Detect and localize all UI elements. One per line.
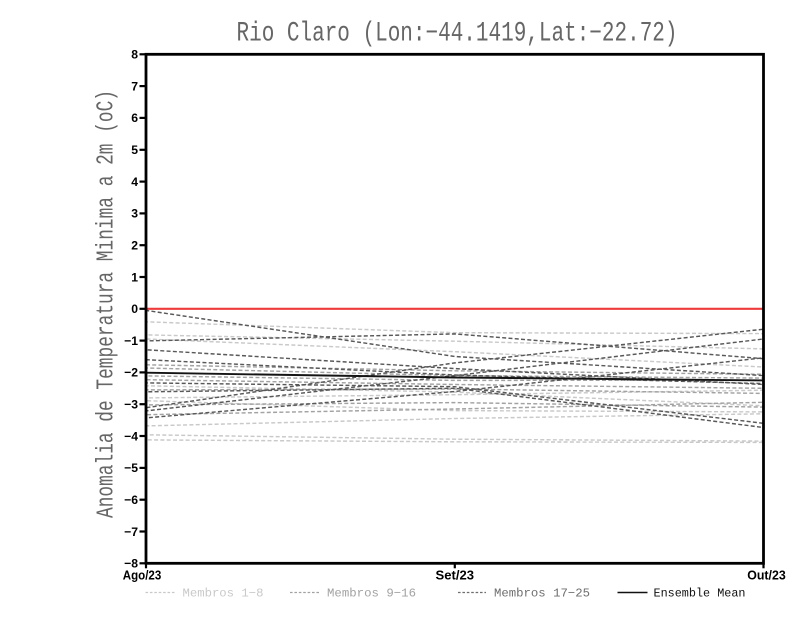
svg-text:−7: −7 xyxy=(124,525,138,539)
svg-text:3: 3 xyxy=(131,207,138,221)
svg-text:−5: −5 xyxy=(124,461,138,475)
svg-text:−8: −8 xyxy=(124,557,138,571)
svg-text:6: 6 xyxy=(131,111,138,125)
svg-text:2: 2 xyxy=(131,239,138,253)
svg-text:−4: −4 xyxy=(124,429,138,443)
svg-text:Membros 1−8: Membros 1−8 xyxy=(183,587,264,601)
svg-text:Anomalia de Temperatura Minima: Anomalia de Temperatura Minima a 2m (oC) xyxy=(94,90,121,518)
svg-text:1: 1 xyxy=(131,270,138,284)
svg-text:7: 7 xyxy=(131,79,138,93)
svg-text:−3: −3 xyxy=(124,398,138,412)
svg-text:Ensemble Mean: Ensemble Mean xyxy=(654,587,746,601)
svg-text:−6: −6 xyxy=(124,493,138,507)
svg-text:Ago/23: Ago/23 xyxy=(123,569,162,583)
svg-text:4: 4 xyxy=(131,175,138,189)
svg-text:8: 8 xyxy=(131,48,138,62)
svg-text:0: 0 xyxy=(131,302,138,316)
svg-text:Membros 9−16: Membros 9−16 xyxy=(327,587,416,601)
svg-text:5: 5 xyxy=(131,143,138,157)
svg-text:Out/23: Out/23 xyxy=(747,569,786,583)
svg-text:Membros 17−25: Membros 17−25 xyxy=(494,587,590,601)
svg-text:−2: −2 xyxy=(124,366,138,380)
svg-text:Set/23: Set/23 xyxy=(436,569,475,583)
svg-text:−1: −1 xyxy=(124,334,138,348)
svg-text:Rio Claro (Lon:−44.1419,Lat:−2: Rio Claro (Lon:−44.1419,Lat:−22.72) xyxy=(237,19,678,50)
